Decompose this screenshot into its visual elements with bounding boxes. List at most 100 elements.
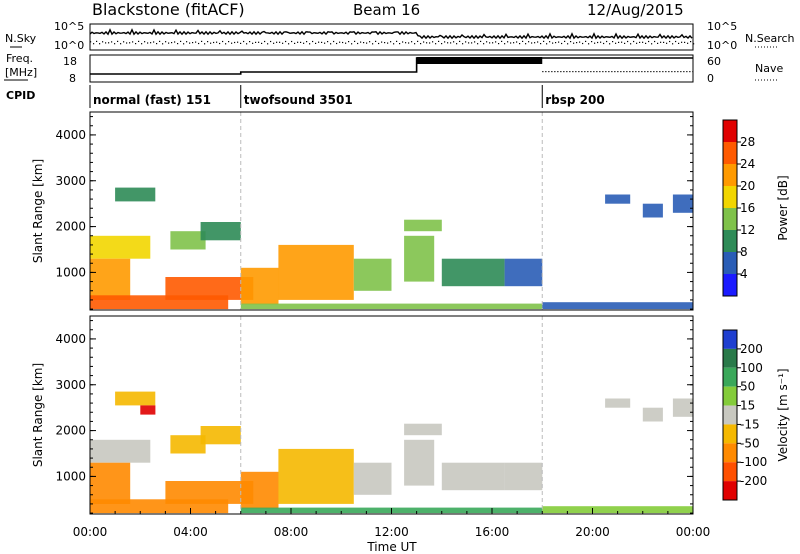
scatter-region xyxy=(542,506,694,514)
noise-search-point xyxy=(489,42,491,44)
noise-search-point xyxy=(426,42,428,44)
nave-label: Nave xyxy=(755,62,783,75)
noise-search-point xyxy=(186,41,188,43)
nave-point xyxy=(554,71,556,73)
colorbar-tick-label: 50 xyxy=(740,380,755,394)
colorbar-swatch xyxy=(723,208,737,230)
y-tick-label: 2000 xyxy=(55,220,86,234)
noise-search-point xyxy=(387,42,389,44)
noise-search-point xyxy=(627,40,629,43)
noise-search-point xyxy=(435,43,437,45)
noise-search-point xyxy=(204,43,206,45)
noise-search-point xyxy=(429,42,431,44)
x-tick-label: 16:00 xyxy=(475,525,510,539)
noise-search-point xyxy=(591,41,593,43)
noise-search-point xyxy=(285,40,287,43)
nave-point xyxy=(626,71,628,73)
x-tick-label: 00:00 xyxy=(73,525,108,539)
nave-point xyxy=(578,71,580,73)
x-tick-label: 20:00 xyxy=(575,525,610,539)
colorbar-swatch xyxy=(723,230,737,252)
noise-search-point xyxy=(360,41,362,43)
noise-search-point xyxy=(408,42,410,44)
noise-search-point xyxy=(582,42,584,45)
noise-search-point xyxy=(558,41,560,43)
noise-search-point xyxy=(282,42,284,44)
freq-label-line1: Freq. xyxy=(6,52,33,65)
noise-search-point xyxy=(384,42,386,44)
noise-search-point xyxy=(594,42,596,44)
y-tick-label: 4000 xyxy=(55,332,86,346)
noise-search-point xyxy=(300,41,302,43)
nave-point xyxy=(653,71,655,73)
nave-block xyxy=(416,57,543,64)
noise-search-point xyxy=(273,42,275,44)
noise-search-point xyxy=(357,42,359,45)
nave-point xyxy=(662,71,664,73)
noise-search-point xyxy=(141,43,143,45)
noise-search-point xyxy=(150,42,152,44)
noise-search-point xyxy=(132,41,134,43)
noise-search-point xyxy=(123,41,125,43)
noise-search-point xyxy=(144,41,146,43)
noise-search-point xyxy=(531,42,533,44)
scatter-region xyxy=(278,244,354,300)
colorbar-swatch xyxy=(723,348,737,368)
noise-search-point xyxy=(579,41,581,43)
nave-point xyxy=(611,71,613,73)
scatter-region xyxy=(170,231,206,250)
scatter-region xyxy=(90,235,151,259)
noise-search-point xyxy=(486,41,488,43)
x-axis: 00:00 04:00 08:00 12:00 16:00 20:00 00:00 xyxy=(73,508,710,539)
scatter-region xyxy=(542,302,694,310)
noise-sky-trace xyxy=(89,28,693,40)
noise-search-point xyxy=(171,42,173,44)
colorbar-tick-label: 28 xyxy=(740,135,755,149)
colorbar-swatch xyxy=(723,481,737,500)
noise-search-point xyxy=(492,42,494,44)
noise-search-point xyxy=(99,43,101,45)
noise-search-point xyxy=(552,42,554,44)
colorbar-frame xyxy=(722,329,738,501)
nave-point xyxy=(605,71,607,73)
noise-search-point xyxy=(126,42,128,44)
scatter-region xyxy=(504,462,543,491)
noise-search-point xyxy=(396,40,398,42)
nave-point xyxy=(599,71,601,73)
noise-search-point xyxy=(501,40,503,42)
noise-search-point xyxy=(645,42,647,44)
colorbar-swatch xyxy=(723,405,737,425)
colorbar-tick-label: -50 xyxy=(740,436,760,450)
colorbar-swatch xyxy=(723,443,737,463)
noise-search-point xyxy=(573,42,575,44)
nave-point xyxy=(581,71,583,73)
noise-search-point xyxy=(252,42,254,44)
nave-point xyxy=(689,71,691,73)
noise-search-point xyxy=(96,40,98,42)
noise-search-point xyxy=(348,41,350,43)
nave-point xyxy=(632,71,634,73)
nave-point xyxy=(575,71,577,73)
plot-frame xyxy=(89,111,694,311)
noise-search-point xyxy=(585,40,587,42)
scatter-region xyxy=(240,267,279,305)
nave-point xyxy=(656,71,658,73)
noise-search-point xyxy=(147,42,149,44)
nave-point xyxy=(629,71,631,73)
noise-search-point xyxy=(546,43,548,45)
noise-search-point xyxy=(483,43,485,45)
scatter-region xyxy=(404,235,435,282)
noise-search-point xyxy=(690,41,692,43)
y-tick-label: 1000 xyxy=(55,469,86,483)
scatter-region xyxy=(200,222,241,241)
noise-search-point xyxy=(336,42,338,45)
noise-search-point xyxy=(630,43,632,45)
noise-search-point xyxy=(240,42,242,44)
noise-search-point xyxy=(351,43,353,45)
velocity-panel: 1000 2000 3000 4000 Slant Range [km] xyxy=(31,315,694,515)
noise-search-point xyxy=(153,41,155,43)
scatter-region xyxy=(672,398,693,417)
noise-search-point xyxy=(441,43,443,45)
noise-search-point xyxy=(210,42,212,44)
noise-search-point xyxy=(603,42,605,45)
